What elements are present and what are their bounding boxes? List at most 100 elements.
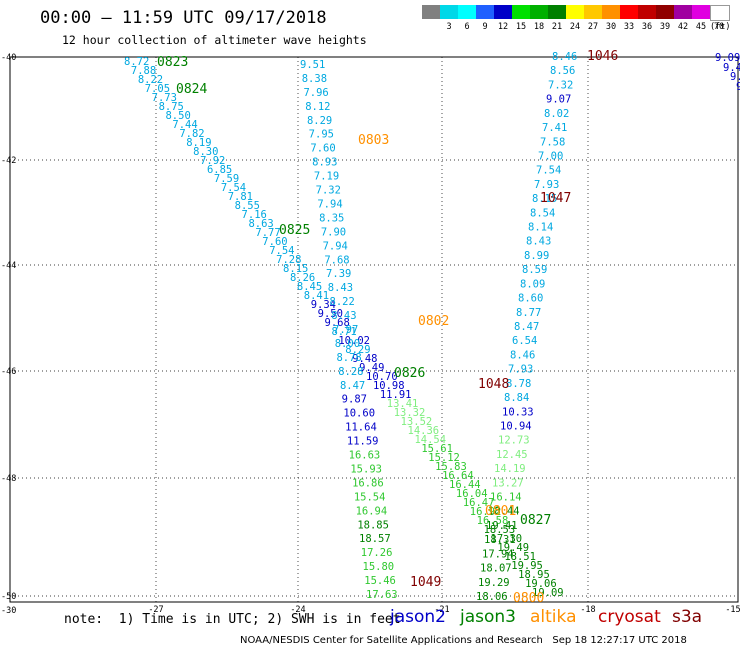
swh-value: 7.94	[317, 198, 342, 210]
swh-value: 8.72	[124, 56, 149, 68]
swh-value: 8.09	[520, 278, 545, 290]
swh-value: 15.46	[364, 575, 396, 587]
pass-time-label: 1047	[540, 191, 571, 206]
swh-value: 19.41	[486, 520, 518, 532]
swh-value: 7.28	[276, 254, 301, 266]
legend-label: 15	[515, 22, 527, 32]
pass-time-label: 1049	[410, 575, 441, 590]
swh-value: 19.29	[478, 577, 510, 589]
swh-value: 7.77	[255, 227, 280, 239]
swh-value: 8.22	[138, 74, 163, 86]
swh-value: 9.51	[300, 59, 325, 71]
lon-tick-label: -21	[434, 605, 449, 615]
swh-value: 18.95	[518, 569, 550, 581]
legend-label: 24	[569, 22, 581, 32]
swh-value: 16.94	[356, 505, 388, 517]
swh-value: 8.02	[544, 108, 569, 120]
swh-value: 18.44	[488, 506, 520, 518]
swh-value: 7.90	[321, 226, 346, 238]
pass-time-label: 0801	[485, 504, 516, 519]
swh-value: 13.32	[394, 407, 426, 419]
legend-label: 3	[446, 22, 452, 32]
lat-tick-label: -50	[1, 592, 16, 602]
swh-value: 17.94	[482, 548, 514, 560]
swh-value: 8.29	[307, 115, 332, 127]
swh-value: 8.35	[319, 212, 344, 224]
swh-value: 18.06	[476, 591, 508, 603]
swh-value: 8.50	[165, 110, 190, 122]
swh-value: 7.96	[303, 87, 328, 99]
swh-value: 13.52	[401, 416, 433, 428]
swh-value: 8.55	[235, 200, 260, 212]
swh-value: 12.73	[498, 435, 530, 447]
legend-swatch	[692, 5, 710, 19]
legend-swatch	[530, 5, 548, 19]
swh-value: 8.93	[312, 157, 337, 169]
swh-value: 17.63	[366, 589, 398, 601]
swh-value: 19.09	[532, 587, 564, 599]
swh-value: 13.41	[387, 398, 419, 410]
swh-value: 16.04	[456, 488, 488, 500]
swh-value: 8.77	[516, 307, 541, 319]
legend-swatch	[476, 5, 494, 19]
swh-value: 8.22	[330, 296, 355, 308]
legend-swatch	[458, 5, 476, 19]
swh-value: 8.46	[552, 51, 577, 63]
swh-value: 12.45	[496, 449, 528, 461]
satellite-name: altika	[530, 607, 577, 627]
swh-value: 17.26	[361, 547, 393, 559]
swh-value: 7.68	[324, 254, 349, 266]
legend-label: 18	[533, 22, 545, 32]
swh-value: 15.12	[428, 452, 460, 464]
lon-tick-label: -27	[148, 605, 163, 615]
legend-label: 27	[587, 22, 599, 32]
pass-time-label: 1048	[478, 377, 509, 392]
swh-value: 11.59	[347, 436, 379, 448]
swh-value: 8.75	[159, 101, 184, 113]
legend-swatch	[656, 5, 674, 19]
legend-label: 39	[659, 22, 671, 32]
satellite-name: cryosat	[598, 607, 661, 627]
swh-value: 7.44	[172, 119, 197, 131]
swh-value: 8.38	[302, 73, 327, 85]
swh-value: 7.58	[540, 136, 565, 148]
swh-value: 8.60	[518, 293, 543, 305]
legend-swatch	[566, 5, 584, 19]
legend-swatch	[620, 5, 638, 19]
lon-tick-label: -24	[290, 605, 305, 615]
swh-value: 18.51	[504, 551, 536, 563]
satellite-name: jason3	[460, 607, 516, 627]
swh-value: 9.	[730, 71, 740, 83]
swh-value: 8.78	[336, 352, 361, 364]
swh-value: 18.07	[480, 563, 512, 575]
swh-value: 16.47	[463, 497, 495, 509]
swh-value: 8.00	[335, 338, 360, 350]
swh-value: 9.50	[318, 308, 343, 320]
swh-value: 8.43	[526, 236, 551, 248]
swh-value: 14.36	[408, 425, 440, 437]
swh-value: 10.70	[366, 371, 398, 383]
legend-label: 21	[551, 22, 563, 32]
swh-value: 7.92	[200, 155, 225, 167]
swh-value: 8.29	[345, 344, 370, 356]
swh-value: 8.99	[524, 250, 549, 262]
swh-value: 9.49	[359, 362, 384, 374]
swh-value: 8.26	[290, 272, 315, 284]
swh-value: 16.14	[490, 492, 522, 504]
swh-value: 13.27	[492, 477, 524, 489]
swh-value: 8.45	[297, 281, 322, 293]
swh-value: 8.56	[550, 65, 575, 77]
pass-time-label: 0823	[157, 55, 188, 70]
swh-value: 9.87	[342, 394, 367, 406]
swh-value: 7.73	[152, 92, 177, 104]
swh-value: 7.32	[548, 79, 573, 91]
swh-value: 15.54	[354, 491, 386, 503]
legend-label: 42	[677, 22, 689, 32]
swh-value: 10.33	[502, 406, 534, 418]
swh-value: 7.00	[538, 150, 563, 162]
swh-value: 9.34	[311, 299, 336, 311]
swh-value: 9.68	[325, 317, 350, 329]
legend-swatch	[674, 5, 692, 19]
swh-value: 7.88	[131, 65, 156, 77]
legend-label: 6	[464, 22, 470, 32]
